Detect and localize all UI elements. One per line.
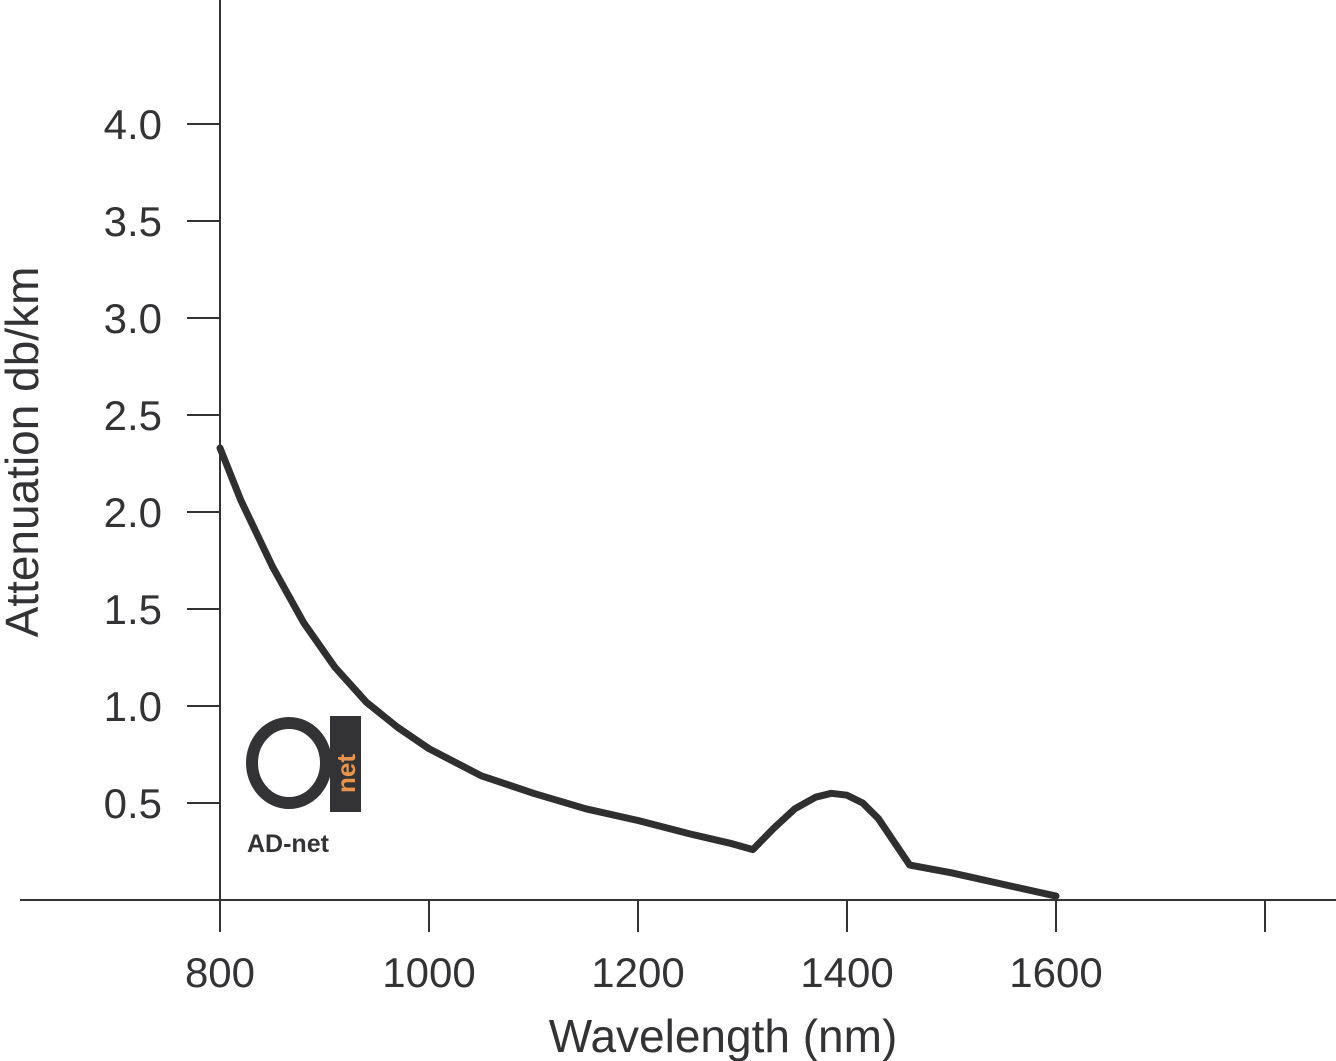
y-tick-label: 3.5 (104, 198, 162, 245)
y-tick-label: 2.5 (104, 392, 162, 439)
series-group (216, 444, 1060, 900)
logo-bar (330, 716, 361, 812)
attenuation-curve (216, 444, 1060, 900)
logo-text: AD-net (247, 830, 330, 858)
y-axis-ticks: 0.5 1.0 1.5 2.0 2.5 3.0 3.5 4.0 (104, 101, 220, 827)
x-tick-label: 1400 (800, 949, 893, 996)
y-tick-label: 0.5 (104, 780, 162, 827)
y-tick-label: 1.0 (104, 683, 162, 730)
x-tick-label: 1600 (1009, 949, 1102, 996)
x-tick-label: 1000 (382, 949, 475, 996)
y-tick-label: 4.0 (104, 101, 162, 148)
ad-net-logo: net AD-net (246, 716, 361, 858)
axes (20, 0, 1336, 930)
x-tick-label: 800 (185, 949, 255, 996)
y-axis-title: Attenuation db/km (0, 267, 48, 638)
logo-badge-text: net (331, 754, 361, 793)
y-tick-label: 2.0 (104, 489, 162, 536)
y-tick-label: 3.0 (104, 295, 162, 342)
x-axis-ticks: 800 1000 1200 1400 1600 (185, 900, 1266, 996)
y-tick-label: 1.5 (104, 586, 162, 633)
x-axis-title: Wavelength (nm) (549, 1010, 898, 1061)
x-tick-label: 1200 (591, 949, 684, 996)
logo-ring (246, 717, 332, 809)
